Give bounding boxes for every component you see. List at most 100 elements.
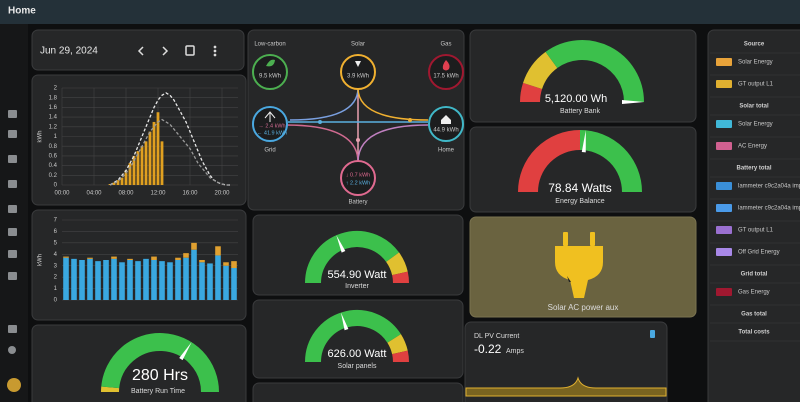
- bar: [116, 180, 120, 185]
- bar-segment: [63, 257, 69, 300]
- bar-segment: [191, 249, 197, 300]
- gauge-segment: [579, 130, 642, 193]
- bar-segment: [231, 261, 237, 268]
- gauge-needle: [336, 235, 346, 253]
- cut-off-card: [252, 382, 464, 402]
- gauge-value: 5,120.00 Wh: [545, 93, 607, 105]
- bar-segment: [87, 257, 93, 259]
- legend-swatch: [716, 120, 732, 128]
- node-value: 44.9 kWh: [433, 128, 458, 134]
- y-tick-label: 1.6: [49, 105, 58, 111]
- x-tick-label: 12:00: [150, 191, 166, 197]
- bar-segment: [95, 261, 101, 300]
- flow-lines: [285, 87, 429, 163]
- node-value: ↓ 0.7 kWh: [346, 172, 370, 178]
- y-tick-label: 0: [54, 298, 58, 304]
- node-label: Battery: [348, 200, 367, 206]
- top-bar: [0, 0, 800, 24]
- y-tick-label: 1.2: [49, 124, 58, 130]
- x-tick-label: 04:00: [86, 191, 102, 197]
- node-value: ↑ 2.2 kWh: [346, 180, 370, 186]
- gauge-label: Energy Balance: [555, 198, 605, 205]
- bar-segment: [87, 258, 93, 300]
- gauge-needle: [340, 312, 349, 331]
- gauge-label: Battery Bank: [560, 108, 601, 115]
- bar-segment: [175, 260, 181, 300]
- x-tick-label: 08:00: [118, 191, 134, 197]
- node-value: 3.9 kWh: [347, 74, 369, 80]
- bar-segment: [159, 261, 165, 300]
- plug-icon: [555, 232, 603, 298]
- bar-segment: [183, 253, 189, 258]
- node-value: ← 41.9 kWh: [257, 130, 287, 136]
- bar-segment: [223, 262, 229, 266]
- y-tick-label: 3: [54, 263, 58, 269]
- legend-header: Gas total: [741, 312, 767, 318]
- bar-segment: [199, 262, 205, 300]
- bar-segment: [111, 256, 117, 259]
- legend-header: Total costs: [738, 330, 770, 336]
- y-tick-label: 7: [54, 218, 58, 224]
- legend-header: Source: [744, 42, 765, 48]
- legend-swatch: [716, 142, 732, 150]
- bar: [112, 182, 116, 185]
- node-value: 17.5 kWh: [433, 74, 458, 80]
- bar: [136, 151, 140, 185]
- icon: [650, 330, 655, 338]
- gauge-value: 78.84 Watts: [548, 181, 612, 195]
- y-tick-label: 0.4: [49, 163, 58, 169]
- gauge: [520, 40, 644, 104]
- node-label: Gas: [440, 42, 451, 48]
- gauge: [305, 310, 409, 363]
- bar-segment: [199, 260, 205, 263]
- date-text: Jun 29, 2024: [40, 46, 98, 57]
- gauge-label: Inverter: [345, 283, 369, 290]
- bar: [120, 177, 124, 185]
- gauge-needle: [581, 130, 586, 153]
- legend-header: Grid total: [741, 272, 768, 278]
- gauge-value: 554.90 Watt: [328, 269, 387, 281]
- sensor-title: DL PV Current: [474, 333, 519, 340]
- y-tick-label: 1.4: [49, 115, 58, 121]
- axis-label: kWh: [38, 131, 44, 143]
- y-tick-label: 1: [54, 134, 58, 140]
- node-label: Low-carbon: [254, 42, 285, 48]
- legend-header: Solar total: [739, 104, 769, 110]
- sidebar-icons[interactable]: [7, 110, 21, 392]
- bar-segment: [111, 258, 117, 300]
- legend-swatch: [716, 226, 732, 234]
- energy-flow-card: [247, 29, 465, 211]
- page-title: Home: [8, 6, 36, 17]
- date-controls[interactable]: [137, 45, 217, 57]
- forecast-line: [109, 118, 230, 186]
- bar-segment: [119, 262, 125, 300]
- gauge-segment: [387, 334, 408, 355]
- gauge-segment: [520, 82, 543, 103]
- node-label: Grid: [264, 148, 275, 154]
- bar-segment: [71, 258, 77, 300]
- legend-swatch: [716, 58, 732, 66]
- bar-segment: [223, 265, 229, 300]
- bar: [152, 121, 156, 185]
- forecast-chart-card: [31, 74, 247, 206]
- bar-segment: [103, 260, 109, 300]
- card-label: Solar AC power aux: [548, 303, 619, 312]
- legend-entry: Off Grid Energy: [738, 250, 780, 256]
- x-tick-label: 20:00: [214, 191, 230, 197]
- y-tick-label: 1.8: [49, 95, 58, 101]
- legend-entry: AC Energy: [738, 144, 767, 150]
- y-tick-label: 0: [54, 183, 58, 189]
- bar-segment: [143, 258, 149, 300]
- gauge-segment: [518, 130, 581, 193]
- bar-segment: [215, 246, 221, 256]
- bar: [132, 155, 136, 185]
- y-tick-label: 6: [54, 229, 58, 235]
- legend-entry: Solar Energy: [738, 122, 773, 128]
- inverter-card: [252, 214, 464, 296]
- bar-segment: [151, 256, 157, 260]
- legend-swatch: [716, 248, 732, 256]
- gauge-segment: [392, 271, 409, 284]
- y-tick-label: 5: [54, 240, 58, 246]
- bar: [124, 170, 128, 185]
